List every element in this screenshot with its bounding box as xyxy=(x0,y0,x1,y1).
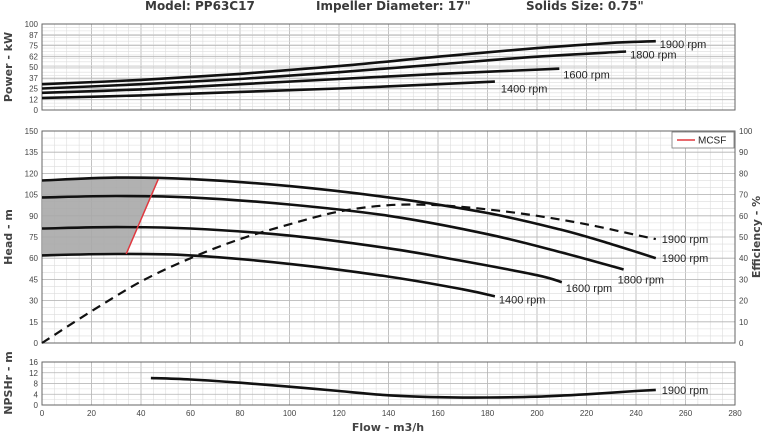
y2-tick-label: 0 xyxy=(739,339,744,348)
x-tick-label: 60 xyxy=(186,409,195,418)
y-tick-label: 100 xyxy=(25,20,39,29)
npshr-curve xyxy=(150,376,656,399)
efficiency-curve-label: 1900 rpm xyxy=(662,234,708,246)
npshr-panel: 0 48 12 16 NPSHr - m 1900 rpm 0 20 40 60 80 100 120 1… xyxy=(2,351,742,434)
y-tick-label: 75 xyxy=(29,42,38,51)
y-tick-label: 4 xyxy=(34,390,39,399)
power-curve-1900-rpm xyxy=(41,39,656,86)
x-tick-label: 240 xyxy=(629,409,643,418)
y-tick-label: 50 xyxy=(29,63,38,72)
y-tick-label: 135 xyxy=(25,148,39,157)
plot-frame xyxy=(41,361,736,406)
head-curve-label: 1600 rpm xyxy=(566,283,612,295)
y-tick-label: 87 xyxy=(29,31,38,40)
mcsf-line xyxy=(125,178,159,255)
y2-tick-label: 50 xyxy=(739,233,748,242)
power-curve-label: 1600 rpm xyxy=(563,70,609,82)
y-tick-label: 15 xyxy=(29,318,38,327)
y2-tick-label: 80 xyxy=(739,169,748,178)
y-tick-label: 0 xyxy=(34,106,39,115)
y2-tick-label: 20 xyxy=(739,297,748,306)
y-tick-label: 45 xyxy=(29,275,38,284)
y-tick-label: 30 xyxy=(29,297,38,306)
plot-frame xyxy=(41,23,736,111)
legend-box xyxy=(671,131,735,149)
head-efficiency-panel: 0 15 30 45 60 75 90 105 120 135 150 0 10 20 30 40 50 60 70… xyxy=(2,127,763,348)
y2-tick-label: 30 xyxy=(739,275,748,284)
x-tick-label: 80 xyxy=(236,409,245,418)
head-curve-label: 1900 rpm xyxy=(662,253,708,265)
x-tick-label: 120 xyxy=(332,409,346,418)
power-curve-1400-rpm xyxy=(41,80,495,100)
head-curve-label: 1800 rpm xyxy=(618,275,664,287)
x-tick-label: 220 xyxy=(580,409,594,418)
x-tick-label: 260 xyxy=(679,409,693,418)
efficiency-curve xyxy=(41,203,657,344)
x-tick-label: 140 xyxy=(382,409,396,418)
x-tick-label: 160 xyxy=(431,409,445,418)
y2-tick-label: 100 xyxy=(739,127,753,136)
y-tick-label: 16 xyxy=(29,358,38,367)
y-tick-label: 0 xyxy=(34,339,39,348)
x-tick-label: 180 xyxy=(481,409,495,418)
y-tick-label: 62 xyxy=(29,53,38,62)
head-axis-title: Head - m xyxy=(2,209,15,265)
impeller-diameter-label: Impeller Diameter: 17" xyxy=(316,0,471,13)
y-tick-label: 60 xyxy=(29,254,38,263)
head-curve-1900-rpm xyxy=(41,176,657,260)
y-tick-label: 12 xyxy=(29,369,38,378)
x-tick-label: 100 xyxy=(283,409,297,418)
y-tick-label: 25 xyxy=(29,85,38,94)
x-tick-label: 280 xyxy=(728,409,742,418)
y-tick-label: 105 xyxy=(25,191,39,200)
x-tick-label: 40 xyxy=(137,409,146,418)
efficiency-axis-title: Efficiency - % xyxy=(750,196,763,278)
y-tick-label: 75 xyxy=(29,233,38,242)
head-curve-1600-rpm xyxy=(41,225,563,284)
head-curve-1400-rpm xyxy=(41,252,496,298)
flow-axis-title: Flow - m3/h xyxy=(352,421,424,434)
power-curve-1600-rpm xyxy=(41,67,560,95)
y2-tick-label: 90 xyxy=(739,148,748,157)
y-tick-label: 37 xyxy=(29,74,38,83)
x-tick-label: 0 xyxy=(40,409,45,418)
power-curve-label: 1400 rpm xyxy=(501,84,547,96)
model-label: Model: PP63C17 xyxy=(145,0,255,13)
y-tick-label: 90 xyxy=(29,212,38,221)
legend-label-mcsf: MCSF xyxy=(698,136,726,147)
y2-tick-label: 40 xyxy=(739,254,748,263)
mcsf-legend: MCSF xyxy=(671,131,735,149)
power-curve-1800-rpm xyxy=(41,50,627,90)
y-tick-label: 150 xyxy=(25,127,39,136)
y2-tick-label: 10 xyxy=(739,318,748,327)
y-tick-label: 120 xyxy=(25,169,39,178)
power-curve-label: 1800 rpm xyxy=(630,50,676,62)
y2-tick-label: 70 xyxy=(739,191,748,200)
y-tick-label: 12 xyxy=(29,96,38,105)
npshr-curve-label: 1900 rpm xyxy=(662,385,708,397)
x-tick-label: 20 xyxy=(87,409,96,418)
x-tick-label: 200 xyxy=(530,409,544,418)
power-axis-title: Power - kW xyxy=(2,32,15,102)
head-curve-label: 1400 rpm xyxy=(499,294,545,306)
y-tick-label: 8 xyxy=(34,380,39,389)
npshr-axis-title: NPSHr - m xyxy=(2,351,15,415)
y2-tick-label: 60 xyxy=(739,212,748,221)
solids-size-label: Solids Size: 0.75" xyxy=(526,0,644,13)
y-tick-label: 0 xyxy=(34,401,39,410)
power-curve-label: 1900 rpm xyxy=(660,39,706,51)
